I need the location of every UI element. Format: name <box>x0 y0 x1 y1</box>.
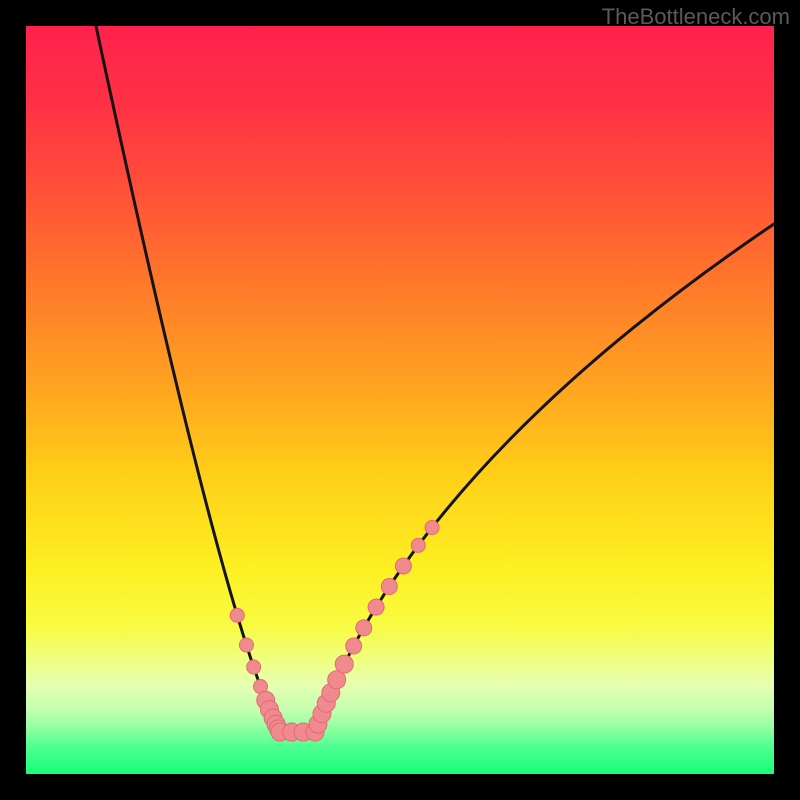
watermark-text: TheBottleneck.com <box>602 4 790 29</box>
data-marker <box>239 638 253 652</box>
data-marker <box>368 599 384 615</box>
data-marker <box>411 538 425 552</box>
chart-root: TheBottleneck.com <box>0 0 800 800</box>
data-marker <box>356 620 372 636</box>
data-marker <box>335 655 353 673</box>
chart-svg: TheBottleneck.com <box>0 0 800 800</box>
data-marker <box>346 638 362 654</box>
data-marker <box>425 521 439 535</box>
data-marker <box>247 660 261 674</box>
data-marker <box>395 558 411 574</box>
data-marker <box>230 608 244 622</box>
plot-background <box>26 26 774 774</box>
data-marker <box>381 579 397 595</box>
